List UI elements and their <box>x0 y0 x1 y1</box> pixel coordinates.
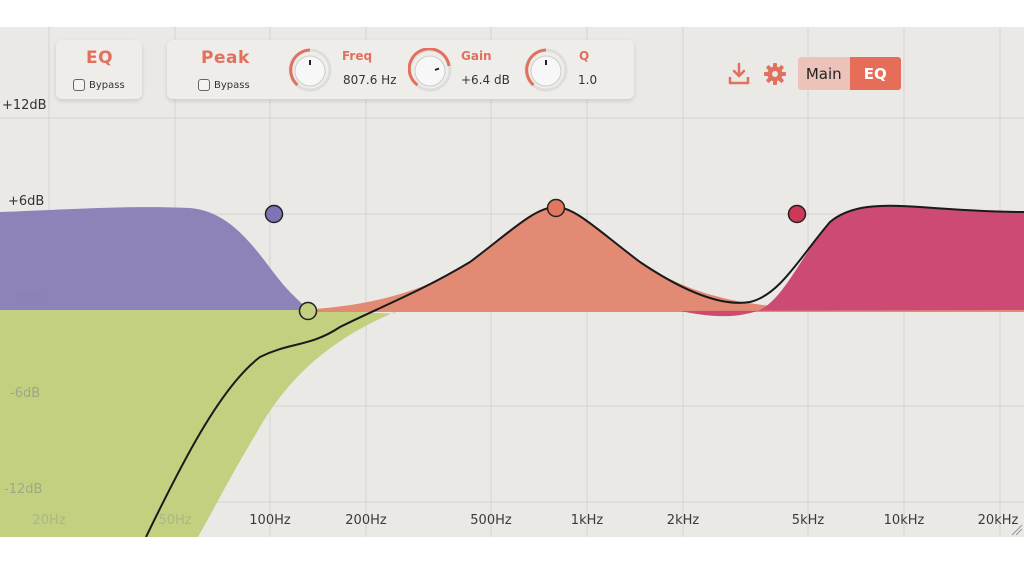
high-pass-band-handle[interactable] <box>298 301 318 321</box>
low-shelf-band-handle[interactable] <box>264 204 284 224</box>
freq-label: Freq <box>342 49 373 63</box>
eq-bypass-checkbox[interactable] <box>73 79 85 91</box>
high-shelf-band-area <box>680 205 1024 317</box>
q-knob[interactable] <box>524 48 568 92</box>
hz-label-5k: 5kHz <box>791 513 825 528</box>
freq-knob[interactable] <box>288 48 332 92</box>
hz-label-500: 500Hz <box>470 513 512 528</box>
hz-label-10k: 10kHz <box>883 513 925 528</box>
band-type-title[interactable]: Peak <box>201 48 250 68</box>
q-value[interactable]: 1.0 <box>578 73 598 87</box>
db-label-plus12: +12dB <box>2 98 47 113</box>
hz-label-1k: 1kHz <box>570 513 604 528</box>
hz-label-20k: 20kHz <box>977 513 1019 528</box>
band-settings-panel: Peak Bypass Freq 807.6 Hz Gain +6.4 dB <box>167 40 634 99</box>
band-bypass-toggle[interactable]: Bypass <box>198 79 250 91</box>
db-label-minus6: -6dB <box>10 386 41 401</box>
gear-icon[interactable] <box>763 62 787 86</box>
resize-grip-icon[interactable] <box>1011 524 1023 536</box>
peak-band-handle[interactable] <box>546 198 566 218</box>
hz-label-2k: 2kHz <box>666 513 700 528</box>
hz-label-200: 200Hz <box>345 513 387 528</box>
eq-graph[interactable] <box>0 27 1024 537</box>
high-pass-band-area <box>0 310 396 537</box>
eq-plugin-window: +12dB +6dB 0dB -6dB -12dB 20Hz 50Hz 100H… <box>0 27 1024 537</box>
db-label-0: 0dB <box>17 290 43 305</box>
band-bypass-checkbox[interactable] <box>198 79 210 91</box>
tab-eq[interactable]: EQ <box>849 57 901 90</box>
download-icon[interactable] <box>727 62 751 86</box>
view-switch: Main EQ <box>798 57 901 90</box>
band-bypass-label: Bypass <box>214 79 250 91</box>
db-label-plus6: +6dB <box>8 194 45 209</box>
low-shelf-band-area <box>0 207 310 310</box>
high-shelf-band-handle[interactable] <box>787 204 807 224</box>
hz-label-20: 20Hz <box>32 513 66 528</box>
gain-knob[interactable] <box>408 48 452 92</box>
gain-label: Gain <box>461 49 492 63</box>
db-label-minus12: -12dB <box>4 482 43 497</box>
q-label: Q <box>579 49 590 63</box>
hz-label-100: 100Hz <box>249 513 291 528</box>
peak-band-area <box>300 207 1024 312</box>
gain-value[interactable]: +6.4 dB <box>461 73 510 87</box>
tab-main[interactable]: Main <box>798 57 850 90</box>
eq-title: EQ <box>86 48 114 68</box>
hz-label-50: 50Hz <box>158 513 192 528</box>
composite-response-curve <box>145 204 1024 537</box>
freq-value[interactable]: 807.6 Hz <box>343 73 397 87</box>
eq-bypass-label: Bypass <box>89 79 125 91</box>
eq-global-panel: EQ Bypass <box>56 40 142 99</box>
eq-bypass-toggle[interactable]: Bypass <box>73 79 125 91</box>
